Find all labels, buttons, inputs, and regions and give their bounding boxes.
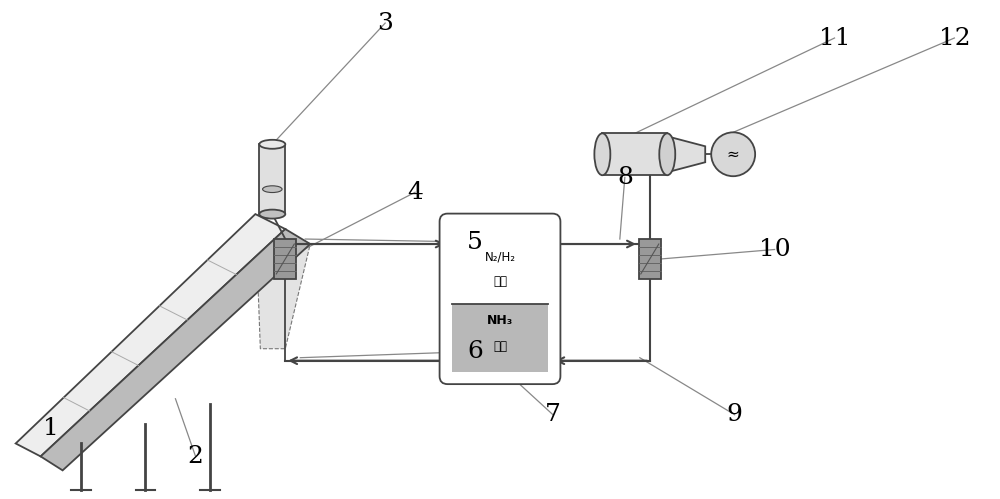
- FancyBboxPatch shape: [452, 304, 548, 372]
- Text: 1: 1: [43, 417, 58, 440]
- Text: NH₃: NH₃: [487, 314, 513, 327]
- FancyBboxPatch shape: [259, 144, 285, 214]
- Ellipse shape: [263, 186, 282, 193]
- Text: 6: 6: [467, 340, 483, 363]
- FancyBboxPatch shape: [274, 239, 296, 279]
- Ellipse shape: [259, 140, 285, 149]
- Ellipse shape: [659, 133, 675, 175]
- Polygon shape: [41, 229, 310, 471]
- FancyBboxPatch shape: [440, 214, 560, 384]
- Text: 7: 7: [545, 403, 561, 426]
- Text: 8: 8: [617, 166, 633, 189]
- Text: 5: 5: [467, 231, 483, 253]
- Ellipse shape: [259, 210, 285, 219]
- Circle shape: [711, 132, 755, 176]
- Polygon shape: [16, 214, 285, 457]
- Text: 10: 10: [759, 238, 790, 261]
- Text: 9: 9: [727, 403, 743, 426]
- Polygon shape: [667, 136, 705, 172]
- Text: 3: 3: [377, 11, 393, 34]
- FancyBboxPatch shape: [639, 239, 661, 279]
- Text: 12: 12: [939, 26, 970, 49]
- Text: 2: 2: [187, 445, 203, 468]
- Text: 4: 4: [407, 181, 423, 204]
- Ellipse shape: [594, 133, 610, 175]
- FancyBboxPatch shape: [602, 133, 667, 175]
- Text: N₂/H₂: N₂/H₂: [484, 250, 516, 263]
- Text: 11: 11: [819, 26, 850, 49]
- Text: 液体: 液体: [493, 340, 507, 353]
- Text: 气体: 气体: [493, 275, 507, 288]
- Polygon shape: [255, 214, 310, 349]
- Text: ≈: ≈: [727, 147, 740, 162]
